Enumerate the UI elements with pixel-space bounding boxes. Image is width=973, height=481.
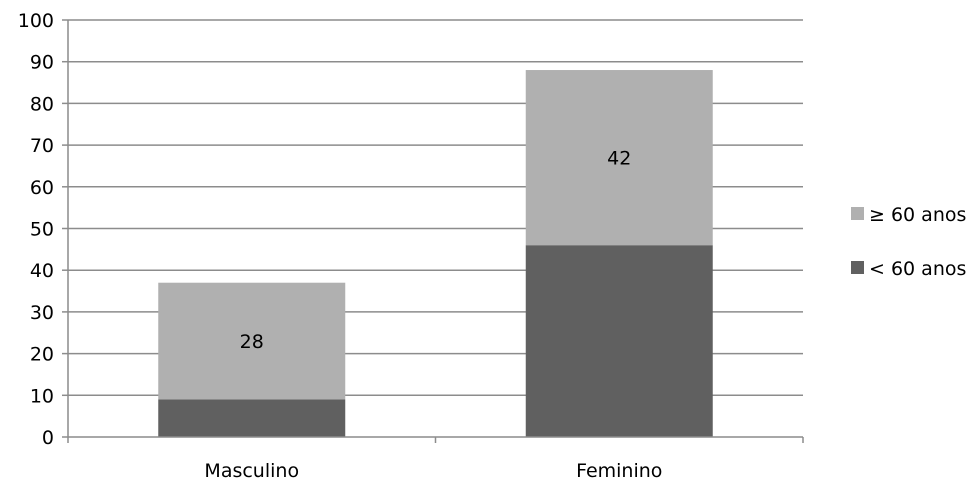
x-axis: Masculino Feminino bbox=[67, 436, 804, 481]
y-tick-label: 10 bbox=[30, 385, 54, 407]
bar-feminino-series-1 bbox=[525, 70, 713, 246]
bar-masculino-series-1 bbox=[158, 282, 346, 400]
legend-label: ≥ 60 anos bbox=[869, 204, 966, 226]
y-tick-label: 80 bbox=[30, 93, 54, 115]
y-tick-label: 50 bbox=[30, 219, 54, 241]
data-labels: 28 42 bbox=[240, 148, 632, 353]
data-label: 42 bbox=[607, 148, 631, 170]
y-tick-label: 40 bbox=[30, 260, 54, 282]
x-tick-label: Feminino bbox=[576, 460, 662, 481]
data-label: 28 bbox=[240, 331, 264, 353]
legend-label: < 60 anos bbox=[869, 258, 966, 280]
legend-swatch bbox=[851, 261, 864, 274]
x-tick-label: Masculino bbox=[204, 460, 299, 481]
legend: ≥ 60 anos < 60 anos bbox=[851, 204, 966, 280]
legend-swatch bbox=[851, 207, 864, 220]
y-tick-label: 90 bbox=[30, 52, 54, 74]
y-axis: 0 10 20 30 40 50 60 70 80 90 100 bbox=[18, 10, 69, 449]
y-tick-label: 20 bbox=[30, 344, 54, 366]
y-tick-label: 60 bbox=[30, 177, 54, 199]
y-tick-label: 30 bbox=[30, 302, 54, 324]
bars bbox=[158, 70, 713, 437]
bar-feminino-series-0 bbox=[525, 245, 713, 437]
y-tick-label: 70 bbox=[30, 135, 54, 157]
y-tick-label: 100 bbox=[18, 10, 54, 32]
y-tick-label: 0 bbox=[42, 427, 54, 449]
bar-masculino-series-0 bbox=[158, 399, 346, 437]
